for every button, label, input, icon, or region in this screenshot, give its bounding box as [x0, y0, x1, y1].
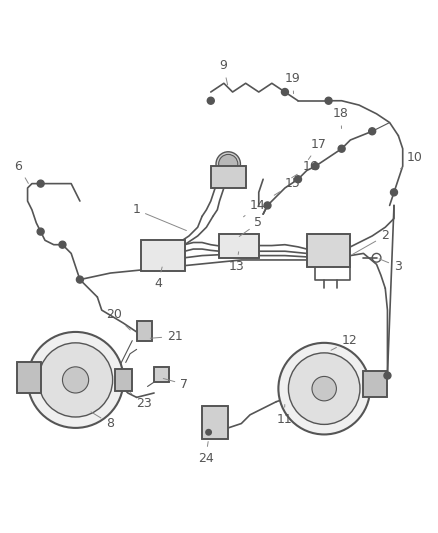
Bar — [154, 367, 169, 382]
Text: 18: 18 — [332, 107, 348, 128]
Bar — [141, 240, 184, 271]
Circle shape — [218, 155, 237, 174]
Bar — [219, 234, 258, 258]
Circle shape — [215, 152, 240, 176]
Text: 12: 12 — [330, 334, 357, 350]
Circle shape — [368, 128, 375, 135]
Text: 1: 1 — [132, 203, 186, 231]
Bar — [154, 367, 169, 382]
Bar — [136, 321, 152, 341]
Bar — [115, 369, 132, 391]
Circle shape — [62, 367, 88, 393]
Bar — [136, 321, 152, 341]
Text: 5: 5 — [239, 216, 262, 237]
Circle shape — [383, 372, 390, 379]
Text: 21: 21 — [150, 330, 183, 343]
Text: 14: 14 — [243, 199, 265, 217]
Text: 24: 24 — [197, 441, 213, 465]
Text: 3: 3 — [378, 259, 401, 273]
Text: 17: 17 — [307, 138, 326, 159]
Bar — [115, 369, 132, 391]
Text: 10: 10 — [399, 151, 422, 169]
Circle shape — [337, 145, 344, 152]
Bar — [306, 234, 350, 266]
Circle shape — [294, 176, 301, 183]
Text: 11: 11 — [276, 405, 291, 426]
Circle shape — [311, 163, 318, 169]
Text: 6: 6 — [14, 160, 28, 183]
Bar — [219, 234, 258, 258]
Bar — [210, 166, 245, 188]
Text: 16: 16 — [291, 160, 318, 178]
Bar — [141, 240, 184, 271]
Text: 13: 13 — [228, 252, 244, 273]
Circle shape — [37, 180, 44, 187]
Bar — [201, 406, 228, 439]
Bar — [306, 234, 350, 266]
Text: 20: 20 — [106, 308, 130, 330]
Circle shape — [311, 376, 336, 401]
Circle shape — [59, 241, 66, 248]
Circle shape — [390, 189, 396, 196]
Bar — [17, 362, 41, 393]
Text: 2: 2 — [352, 230, 388, 254]
Circle shape — [207, 97, 214, 104]
Circle shape — [288, 353, 359, 424]
Text: 15: 15 — [274, 177, 300, 195]
Text: 23: 23 — [130, 392, 152, 410]
Circle shape — [205, 430, 211, 435]
Text: 8: 8 — [91, 412, 114, 430]
Circle shape — [278, 343, 369, 434]
Bar — [363, 371, 387, 398]
Circle shape — [263, 202, 270, 209]
Bar — [17, 362, 41, 393]
Circle shape — [324, 97, 331, 104]
Circle shape — [28, 332, 123, 428]
Text: 19: 19 — [284, 72, 300, 94]
Circle shape — [281, 88, 288, 95]
Text: 9: 9 — [219, 59, 227, 85]
Bar — [210, 166, 245, 188]
Circle shape — [76, 276, 83, 283]
Circle shape — [39, 343, 113, 417]
Text: 7: 7 — [163, 378, 188, 391]
Circle shape — [37, 228, 44, 235]
Text: 4: 4 — [154, 267, 162, 290]
Bar — [201, 406, 228, 439]
Bar — [363, 371, 387, 398]
